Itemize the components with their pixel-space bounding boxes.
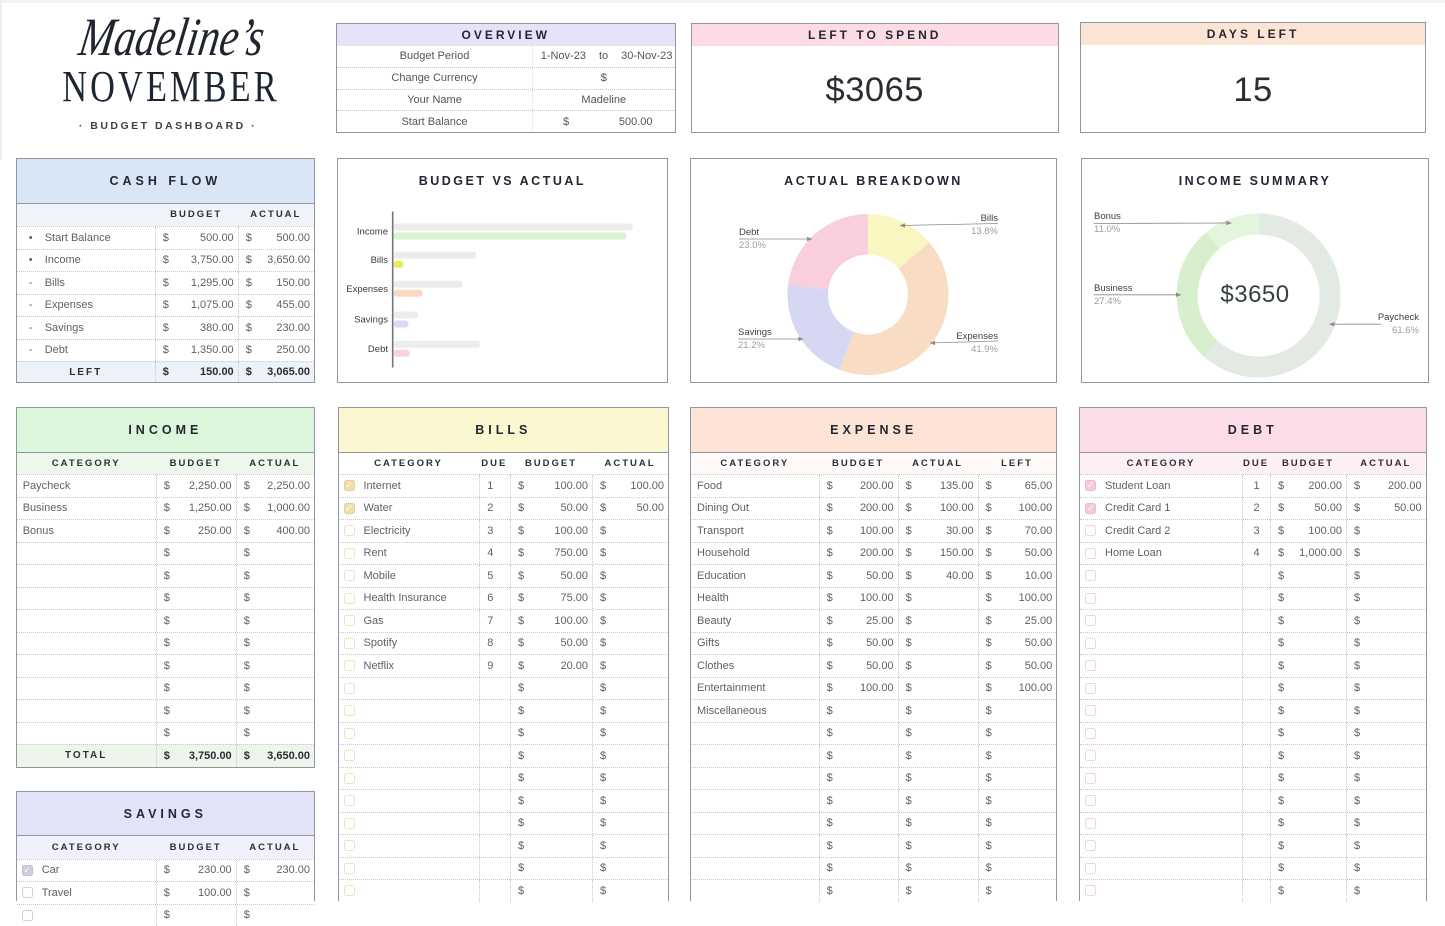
svg-text:Debt: Debt bbox=[368, 343, 388, 354]
svg-text:61.6%: 61.6% bbox=[1392, 325, 1419, 336]
svg-text:Savings: Savings bbox=[354, 314, 388, 325]
svg-text:Expenses: Expenses bbox=[956, 331, 998, 342]
svg-text:Business: Business bbox=[1094, 283, 1133, 294]
svg-text:21.2%: 21.2% bbox=[738, 340, 765, 351]
svg-text:Debt: Debt bbox=[739, 227, 759, 238]
svg-text:41.9%: 41.9% bbox=[971, 344, 998, 355]
svg-text:13.8%: 13.8% bbox=[971, 226, 998, 237]
svg-text:Bills: Bills bbox=[370, 254, 388, 265]
svg-text:Paycheck: Paycheck bbox=[1378, 312, 1419, 323]
svg-text:27.4%: 27.4% bbox=[1094, 296, 1121, 307]
svg-text:23.0%: 23.0% bbox=[739, 240, 766, 251]
svg-text:Income: Income bbox=[357, 226, 388, 237]
svg-text:Bonus: Bonus bbox=[1094, 211, 1121, 222]
svg-text:Savings: Savings bbox=[738, 327, 772, 338]
svg-text:Bills: Bills bbox=[981, 213, 999, 224]
svg-text:Expenses: Expenses bbox=[346, 284, 388, 295]
svg-text:11.0%: 11.0% bbox=[1094, 224, 1121, 235]
